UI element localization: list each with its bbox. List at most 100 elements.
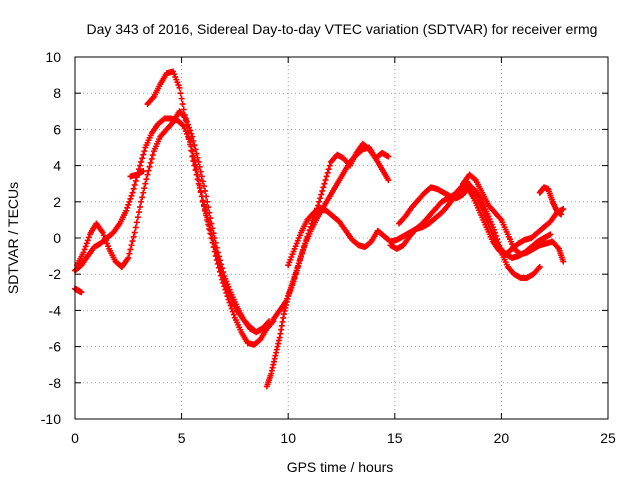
data-point xyxy=(143,176,150,183)
data-point xyxy=(179,121,186,128)
data-point xyxy=(191,162,198,169)
data-point xyxy=(194,176,201,183)
data-point xyxy=(290,278,297,285)
data-point xyxy=(307,223,314,230)
x-tick-label: 10 xyxy=(280,430,296,446)
x-tick-label: 25 xyxy=(600,430,616,446)
data-point xyxy=(141,185,148,192)
data-point xyxy=(138,158,145,165)
data-point xyxy=(202,206,209,213)
data-point xyxy=(204,198,211,205)
data-point xyxy=(319,187,326,194)
y-tick-label: 8 xyxy=(53,85,61,101)
data-point xyxy=(212,248,219,255)
data-point xyxy=(321,180,328,187)
series-track-2 xyxy=(74,108,273,336)
data-point xyxy=(536,263,543,270)
series-track-9 xyxy=(387,184,567,258)
y-tick-label: -4 xyxy=(49,302,62,318)
data-point xyxy=(123,207,130,214)
data-point xyxy=(291,274,298,281)
data-point xyxy=(295,260,302,267)
data-point xyxy=(128,242,135,249)
y-tick-label: 4 xyxy=(53,158,61,174)
data-point xyxy=(196,163,203,170)
data-point xyxy=(230,311,237,318)
data-point xyxy=(190,158,197,165)
data-point xyxy=(187,141,194,148)
data-point xyxy=(130,233,137,240)
data-point xyxy=(188,147,195,154)
data-point xyxy=(180,106,187,113)
data-point xyxy=(306,227,313,234)
series-track-3 xyxy=(144,68,266,336)
y-axis-label: SDTVAR / TECUs xyxy=(5,182,21,294)
y-tick-label: 0 xyxy=(53,230,61,246)
data-point xyxy=(318,191,325,198)
data-point xyxy=(129,238,136,245)
data-point xyxy=(259,325,266,332)
data-point xyxy=(81,246,88,253)
data-point xyxy=(188,130,195,137)
data-point xyxy=(195,180,202,187)
data-point xyxy=(178,95,185,102)
x-tick-label: 20 xyxy=(494,430,510,446)
data-point xyxy=(181,111,188,118)
data-point xyxy=(547,231,554,238)
series-track-12 xyxy=(72,285,85,296)
data-point xyxy=(303,237,310,244)
data-point xyxy=(139,194,146,201)
data-point xyxy=(132,177,139,184)
data-point xyxy=(300,247,307,254)
data-point xyxy=(266,318,273,325)
x-tick-label: 15 xyxy=(387,430,403,446)
data-point xyxy=(193,171,200,178)
data-point xyxy=(211,244,218,251)
data-point xyxy=(316,198,323,205)
data-point xyxy=(192,146,199,153)
data-point xyxy=(129,189,136,196)
series-track-6 xyxy=(270,140,392,323)
data-point xyxy=(195,158,202,165)
series-track-10 xyxy=(460,171,567,265)
data-point xyxy=(215,260,222,267)
data-point xyxy=(558,211,565,218)
series-track-7 xyxy=(285,178,554,269)
data-point xyxy=(198,193,205,200)
data-point xyxy=(82,243,89,250)
data-point xyxy=(148,155,155,162)
data-point xyxy=(301,243,308,250)
data-point xyxy=(147,159,154,166)
data-point xyxy=(128,192,135,199)
data-point xyxy=(85,234,92,241)
data-point xyxy=(184,129,191,136)
series-track-8 xyxy=(396,182,543,281)
data-point xyxy=(138,198,145,205)
data-point xyxy=(210,239,217,246)
data-point xyxy=(293,267,300,274)
data-point xyxy=(197,168,204,175)
y-tick-label: 6 xyxy=(53,121,61,137)
data-point xyxy=(208,231,215,238)
data-point xyxy=(193,150,200,157)
data-point xyxy=(145,167,152,174)
data-point xyxy=(130,185,137,192)
series-track-5 xyxy=(263,144,392,390)
data-point xyxy=(304,233,311,240)
data-point xyxy=(199,197,206,204)
data-point xyxy=(189,133,196,140)
data-point xyxy=(139,155,146,162)
data-point xyxy=(126,250,133,257)
data-point xyxy=(471,176,478,183)
data-point xyxy=(200,183,207,190)
data-point xyxy=(326,162,333,169)
data-point xyxy=(149,152,156,159)
data-point xyxy=(219,271,226,278)
data-point xyxy=(78,289,85,296)
data-point xyxy=(323,173,330,180)
data-point xyxy=(126,198,133,205)
data-point xyxy=(134,214,141,221)
data-point xyxy=(205,204,212,211)
data-point xyxy=(324,169,331,176)
data-point xyxy=(309,217,316,224)
